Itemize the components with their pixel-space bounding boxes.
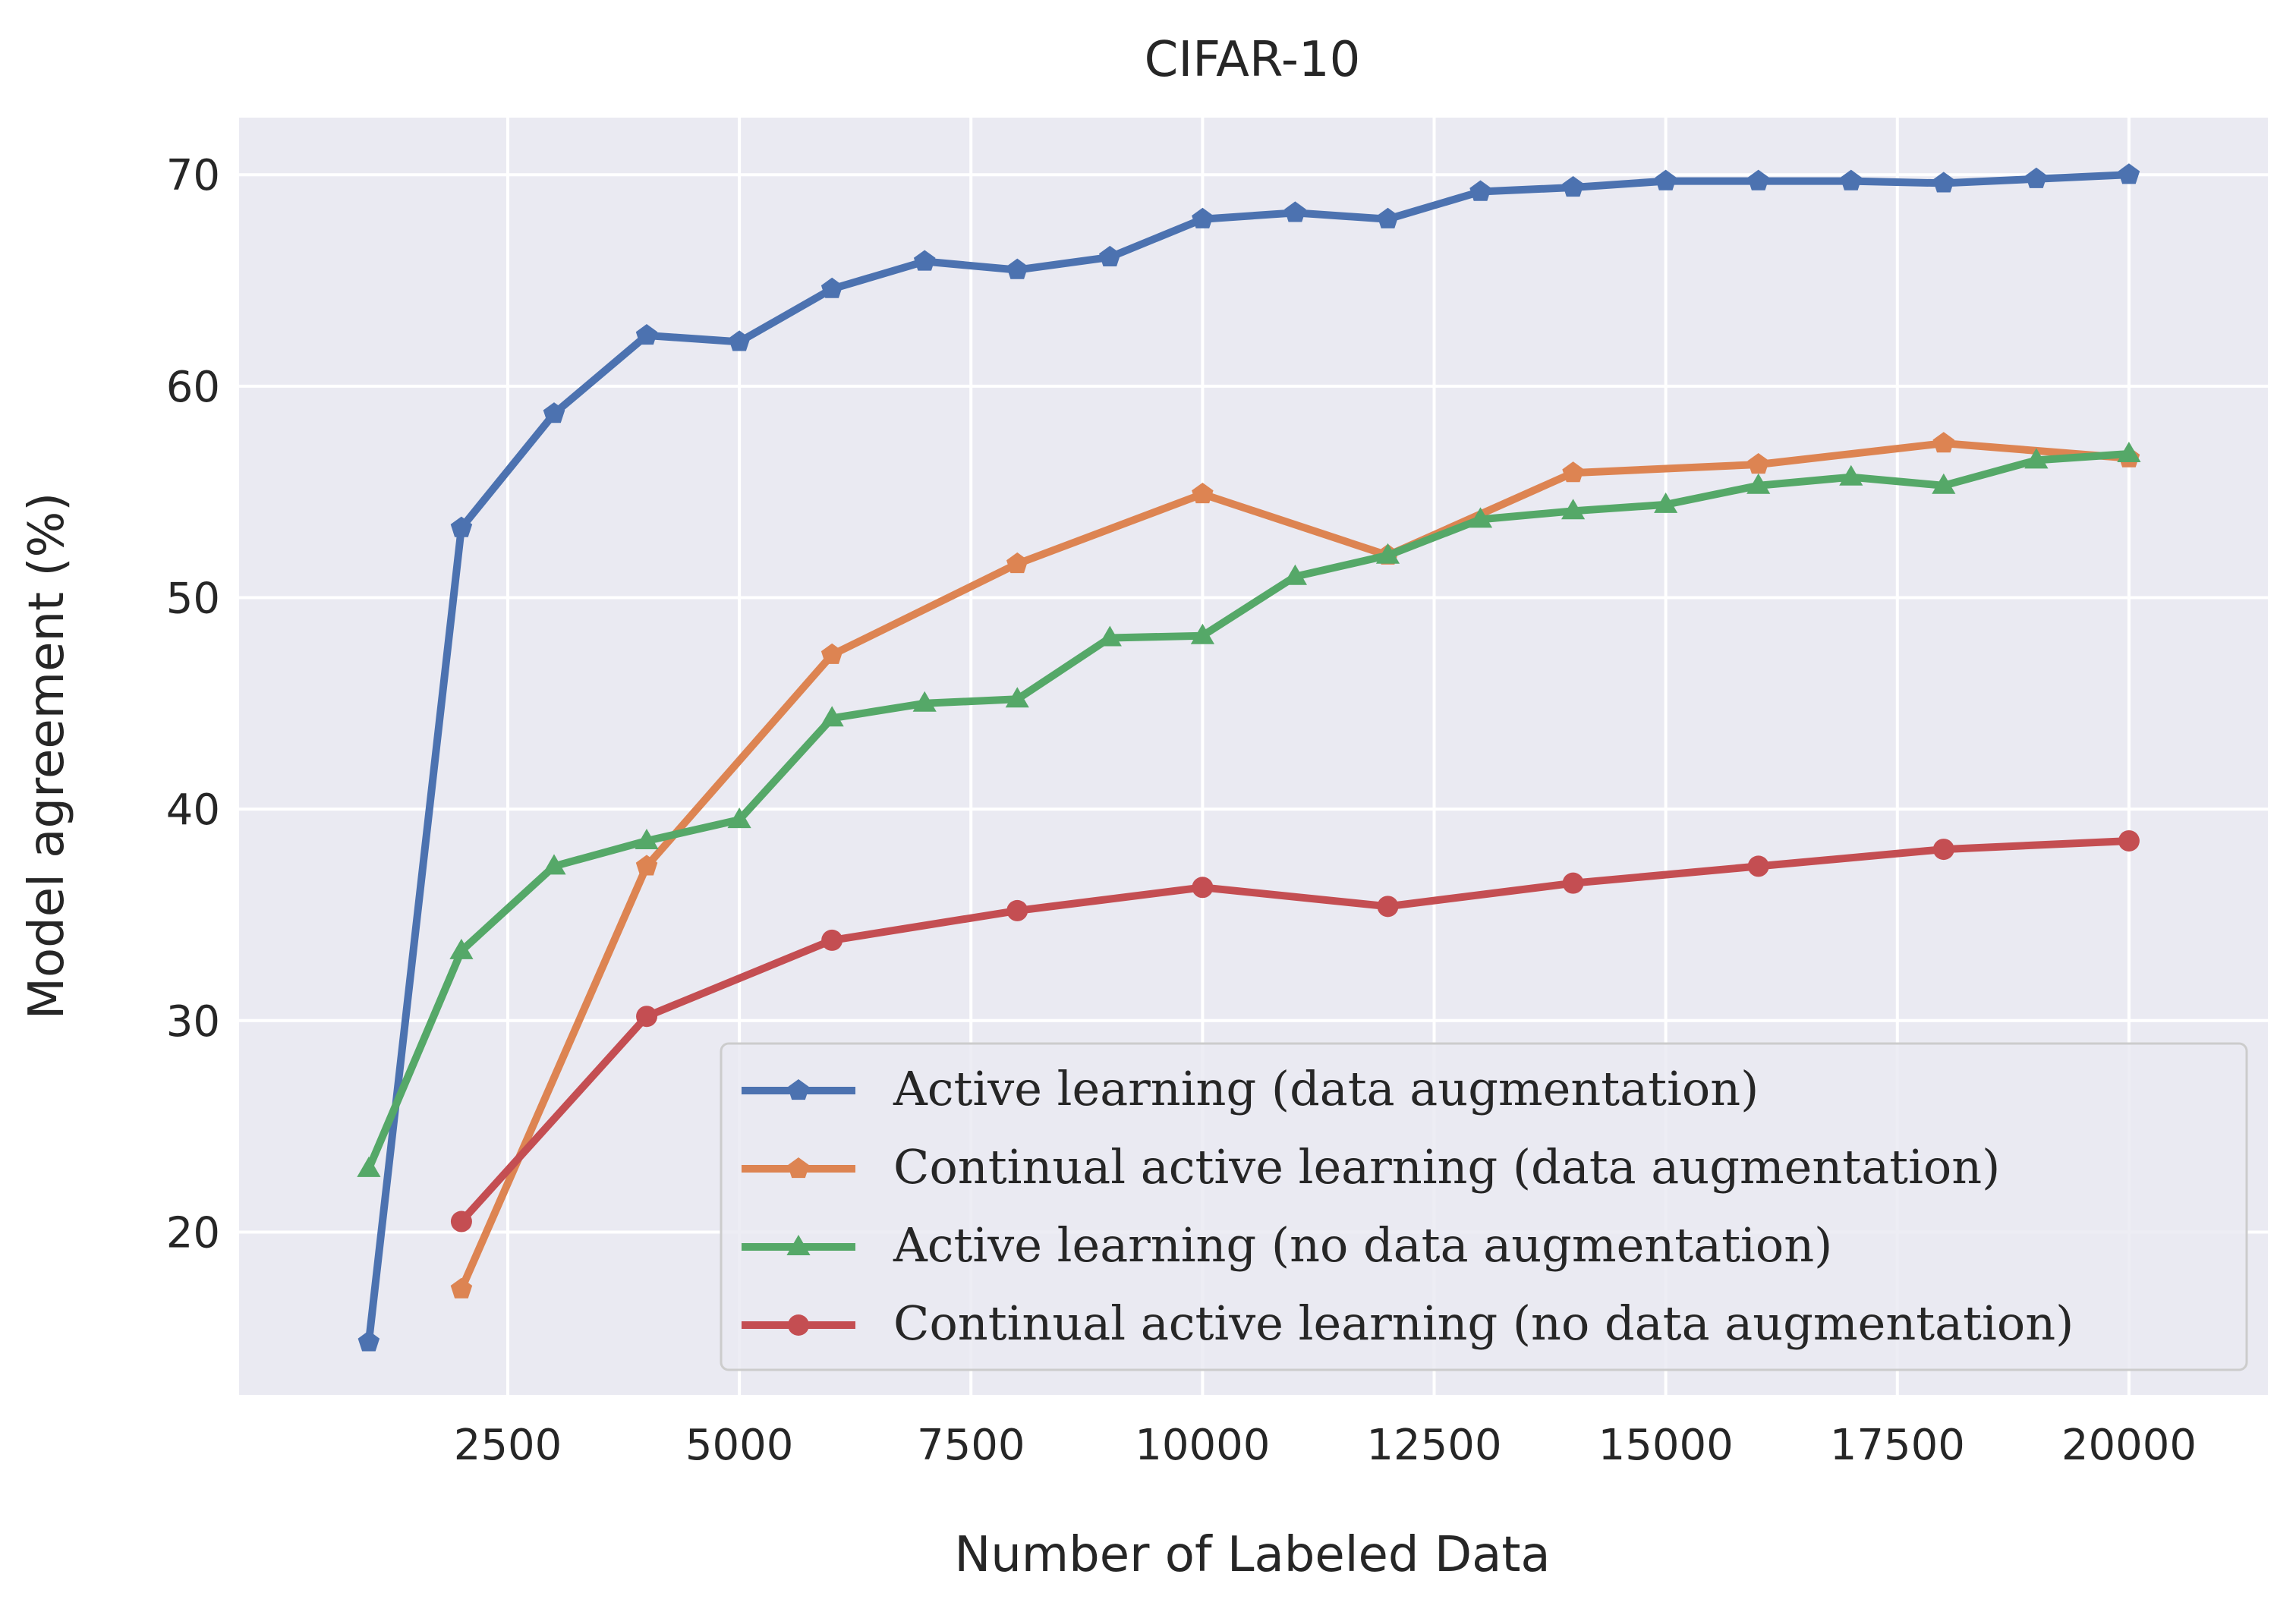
x-tick-label: 5000 (685, 1421, 794, 1470)
data-point (1377, 896, 1399, 918)
data-point (1839, 464, 1863, 486)
data-point (1375, 543, 1400, 564)
x-axis-label: Number of Labeled Data (954, 1527, 1550, 1583)
data-point (1562, 872, 1584, 894)
data-point (1006, 552, 1028, 574)
data-point (820, 277, 843, 298)
data-point (1284, 201, 1306, 222)
data-point (1192, 483, 1214, 504)
data-point (913, 250, 936, 271)
y-tick-label: 20 (166, 1208, 220, 1258)
x-tick-label: 15000 (1598, 1421, 1734, 1470)
x-tick-label: 7500 (917, 1421, 1025, 1470)
legend-marker (786, 1235, 811, 1255)
data-point (1654, 492, 1678, 513)
data-point (1469, 180, 1491, 201)
data-point (1468, 507, 1493, 528)
legend-label: Continual active learning (data augmenta… (893, 1139, 2000, 1195)
data-point (1377, 207, 1399, 228)
data-point (1006, 258, 1028, 279)
x-tick-label: 12500 (1366, 1421, 1501, 1470)
data-point (635, 855, 658, 876)
data-point (450, 1277, 473, 1299)
data-point (1283, 564, 1307, 585)
data-point (1190, 623, 1214, 644)
y-axis-label: Model agreement (%) (19, 493, 75, 1019)
data-point (450, 516, 473, 537)
data-point (1562, 176, 1584, 197)
legend-marker (788, 1314, 809, 1336)
data-point (1562, 461, 1584, 483)
data-point (357, 1156, 381, 1177)
y-tick-label: 70 (166, 151, 220, 200)
y-tick-label: 50 (166, 575, 220, 624)
data-point (635, 324, 658, 345)
legend-marker (787, 1157, 810, 1179)
x-tick-label: 2500 (454, 1421, 562, 1470)
data-point (2118, 830, 2140, 852)
x-tick-label: 17500 (1830, 1421, 1965, 1470)
grid-lines (239, 118, 2268, 1395)
series-line (364, 171, 2133, 1346)
data-point (912, 691, 937, 712)
data-point (2024, 448, 2049, 469)
legend-label: Continual active learning (no data augme… (893, 1295, 2074, 1351)
data-point (1747, 855, 1769, 877)
legend: Active learning (data augmentation) Conti… (720, 1042, 2248, 1371)
legend-marker (787, 1079, 810, 1100)
data-point (728, 330, 751, 351)
legend-label: Active learning (no data augmentation) (893, 1217, 1832, 1273)
series-2 (357, 442, 2141, 1177)
data-point (1840, 169, 1862, 190)
data-point (450, 1210, 472, 1232)
data-point (727, 808, 751, 829)
data-point (1932, 839, 1954, 861)
series-line (457, 439, 2133, 1293)
data-point (1192, 207, 1214, 228)
data-point (636, 1006, 658, 1028)
data-point (1655, 169, 1677, 190)
y-tick-label: 60 (166, 363, 220, 412)
series-layer (357, 163, 2141, 1352)
y-tick-label: 30 (166, 997, 220, 1047)
series-line (364, 450, 2133, 1173)
data-point (449, 938, 474, 959)
tick-labels: 2500 5000 7500 10000 12500 15000 17500 20000 20 3… (166, 151, 2197, 1470)
data-point (1561, 499, 1586, 520)
data-point (1098, 625, 1122, 647)
series-line (457, 837, 2133, 1226)
legend-box (720, 1042, 2248, 1371)
data-point (1747, 453, 1769, 474)
data-point (1746, 473, 1771, 494)
data-point (1099, 245, 1121, 266)
data-point (2118, 163, 2140, 184)
data-point (1006, 899, 1028, 921)
x-tick-label: 20000 (2061, 1421, 2197, 1470)
data-point (821, 929, 843, 951)
chart-title: CIFAR-10 (1145, 32, 1361, 88)
y-tick-label: 40 (166, 785, 220, 835)
x-tick-label: 10000 (1135, 1421, 1270, 1470)
data-point (2117, 442, 2141, 462)
data-point (2025, 167, 2048, 188)
data-point (820, 706, 844, 727)
data-point (820, 643, 843, 664)
data-point (1932, 432, 1955, 453)
data-point (1932, 473, 1956, 494)
data-point (1932, 172, 1955, 193)
series-3 (450, 830, 2140, 1232)
data-point (1747, 169, 1769, 190)
data-point (1192, 877, 1214, 899)
series-0 (357, 163, 2140, 1352)
legend-label: Active learning (data augmentation) (893, 1061, 1759, 1116)
data-point (543, 402, 565, 423)
data-point (357, 1330, 380, 1352)
data-point (542, 854, 566, 875)
data-point (635, 829, 659, 849)
data-point (1005, 687, 1029, 708)
